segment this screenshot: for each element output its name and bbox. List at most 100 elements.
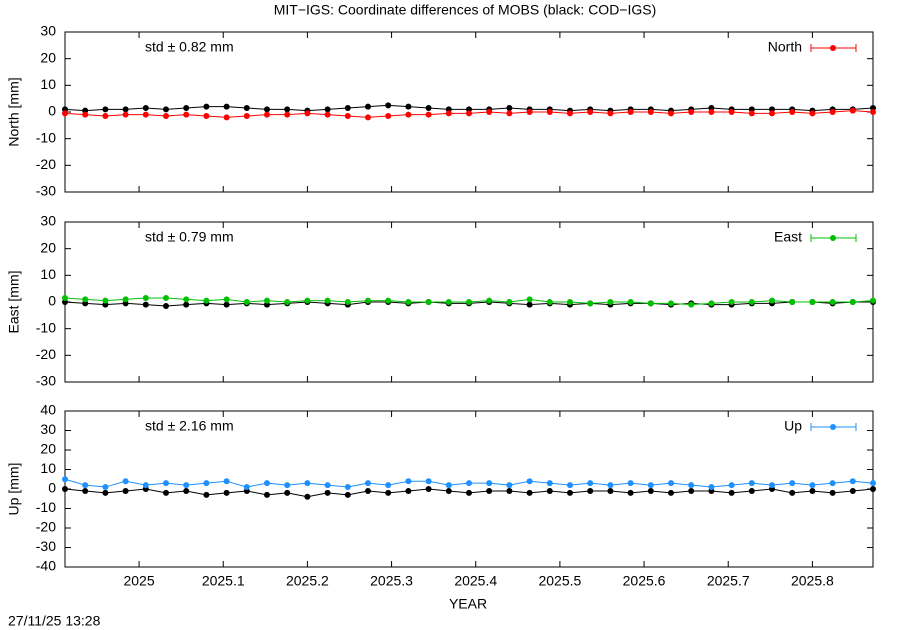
data-point xyxy=(243,299,250,305)
data-point xyxy=(748,487,755,494)
data-point xyxy=(324,111,331,118)
y-tick-label: 0 xyxy=(48,293,56,309)
data-point xyxy=(849,299,856,305)
data-point xyxy=(183,487,190,494)
data-point xyxy=(142,301,149,308)
data-point xyxy=(223,296,230,303)
data-point xyxy=(385,102,392,109)
data-point xyxy=(809,482,816,489)
x-tick-label: 2025.4 xyxy=(454,573,497,589)
data-point xyxy=(748,480,755,487)
data-point xyxy=(365,480,371,487)
legend-label: Up xyxy=(784,418,802,434)
data-point xyxy=(466,489,472,496)
data-point xyxy=(849,478,856,485)
data-point xyxy=(506,105,513,111)
data-point xyxy=(546,299,553,305)
data-point xyxy=(466,480,472,487)
y-tick-label: -20 xyxy=(36,346,56,362)
data-point xyxy=(445,482,452,489)
annotation: std ± 0.79 mm xyxy=(145,229,234,245)
data-point xyxy=(425,478,432,485)
data-point xyxy=(304,110,311,117)
data-point xyxy=(365,114,371,121)
y-tick-label: -40 xyxy=(36,558,56,574)
data-point xyxy=(223,489,230,496)
x-tick-label: 2025.8 xyxy=(791,573,834,589)
data-point xyxy=(122,106,129,113)
data-point xyxy=(506,299,513,305)
data-point xyxy=(243,113,250,119)
data-point xyxy=(324,489,331,496)
data-point xyxy=(82,296,89,303)
data-point xyxy=(102,489,109,496)
data-point xyxy=(82,482,89,489)
data-point xyxy=(607,482,614,489)
data-point xyxy=(62,295,68,301)
y-tick-label: 0 xyxy=(48,103,56,119)
data-point xyxy=(526,301,533,308)
data-point xyxy=(546,487,553,494)
data-point xyxy=(284,489,291,496)
data-point xyxy=(728,299,735,305)
data-point xyxy=(587,480,594,487)
data-point xyxy=(708,484,715,491)
data-point xyxy=(264,106,270,113)
data-point xyxy=(870,297,876,304)
data-point xyxy=(163,303,169,309)
x-tick-label: 2025.7 xyxy=(707,573,750,589)
data-point xyxy=(122,478,129,485)
legend-label: North xyxy=(768,39,802,55)
data-point xyxy=(163,480,169,487)
data-point xyxy=(365,487,371,494)
data-point xyxy=(708,109,715,115)
data-point xyxy=(284,111,291,118)
y-tick-label: 20 xyxy=(40,441,56,457)
data-point xyxy=(243,105,250,111)
data-point xyxy=(506,482,513,489)
data-point xyxy=(183,482,190,489)
data-point xyxy=(506,487,513,494)
data-point xyxy=(344,484,351,491)
data-point xyxy=(647,300,654,307)
timestamp: 27/11/25 13:28 xyxy=(8,613,101,629)
data-point xyxy=(405,299,412,305)
data-point xyxy=(688,482,695,489)
data-point xyxy=(607,110,614,117)
data-point xyxy=(122,296,129,303)
data-point xyxy=(526,489,533,496)
data-point xyxy=(809,487,816,494)
y-tick-label: 10 xyxy=(40,266,56,282)
y-tick-label: -10 xyxy=(36,129,56,145)
data-point xyxy=(183,111,190,118)
data-point xyxy=(526,109,533,115)
data-point xyxy=(607,299,614,305)
data-point xyxy=(344,105,351,111)
x-tick-label: 2025.2 xyxy=(286,573,329,589)
data-point xyxy=(789,480,796,487)
data-point xyxy=(627,299,634,305)
data-point xyxy=(405,111,412,118)
data-point xyxy=(668,489,674,496)
data-point xyxy=(748,299,755,305)
data-point xyxy=(223,301,230,308)
data-point xyxy=(203,491,210,498)
data-point xyxy=(264,297,270,304)
data-point xyxy=(365,103,371,110)
data-point xyxy=(203,103,210,110)
data-point xyxy=(445,110,452,117)
data-point xyxy=(385,113,392,119)
data-point xyxy=(809,299,816,305)
data-point xyxy=(324,482,331,489)
y-tick-label: 10 xyxy=(40,76,56,92)
data-point xyxy=(223,478,230,485)
data-point xyxy=(506,110,513,117)
data-point xyxy=(466,299,472,305)
data-point xyxy=(486,109,493,115)
data-point xyxy=(122,487,129,494)
data-point xyxy=(627,489,634,496)
chart-title: MIT−IGS: Coordinate differences of MOBS … xyxy=(274,2,657,18)
data-point xyxy=(203,297,210,304)
data-point xyxy=(425,111,432,118)
